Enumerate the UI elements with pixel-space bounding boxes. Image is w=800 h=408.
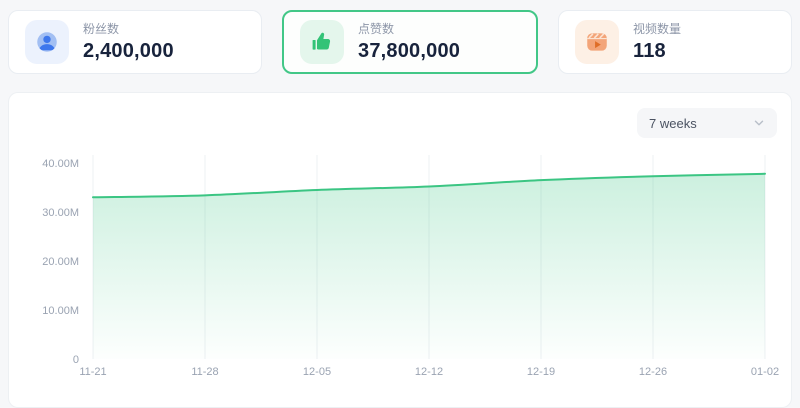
stat-card-followers[interactable]: 粉丝数 2,400,000 [8, 10, 262, 74]
range-select[interactable]: 7 weeks [637, 108, 777, 138]
stat-label: 粉丝数 [83, 22, 120, 36]
svg-text:30.00M: 30.00M [42, 207, 79, 219]
stat-card-likes[interactable]: 点赞数 37,800,000 [282, 10, 538, 74]
svg-text:12-12: 12-12 [415, 366, 443, 378]
svg-text:40.00M: 40.00M [42, 158, 79, 170]
stat-value: 37,800,000 [358, 40, 461, 62]
likes-trend-chart: 0 10.00M 20.00M 30.00M 40.00M 11-21 11-28 12-05… [9, 93, 791, 407]
svg-text:12-05: 12-05 [303, 366, 331, 378]
stat-text: 点赞数 37,800,000 [358, 22, 460, 62]
user-icon [25, 20, 69, 64]
stat-card-videos[interactable]: 视频数量 118 [558, 10, 792, 74]
svg-text:20.00M: 20.00M [42, 256, 79, 268]
thumbs-up-icon [300, 20, 344, 64]
stat-value: 2,400,000 [83, 40, 174, 62]
likes-trend-panel: 7 weeks 0 10.00M 20.00M 30.00M 40.00M 11-21 11… [8, 92, 792, 408]
chevron-down-icon [753, 117, 765, 129]
stat-label: 点赞数 [358, 22, 395, 36]
svg-text:10.00M: 10.00M [42, 305, 79, 317]
stats-row: 粉丝数 2,400,000 点赞数 37,800,000 [0, 0, 800, 74]
svg-text:0: 0 [73, 354, 79, 366]
svg-text:01-02: 01-02 [751, 366, 779, 378]
stat-label: 视频数量 [633, 22, 682, 36]
svg-text:12-19: 12-19 [527, 366, 555, 378]
range-select-value: 7 weeks [649, 115, 697, 131]
stat-text: 视频数量 118 [633, 22, 681, 62]
svg-text:12-26: 12-26 [639, 366, 667, 378]
stat-value: 118 [633, 40, 666, 62]
video-icon [575, 20, 619, 64]
stat-text: 粉丝数 2,400,000 [83, 22, 174, 62]
svg-text:11-21: 11-21 [79, 366, 106, 378]
svg-text:11-28: 11-28 [191, 366, 218, 378]
